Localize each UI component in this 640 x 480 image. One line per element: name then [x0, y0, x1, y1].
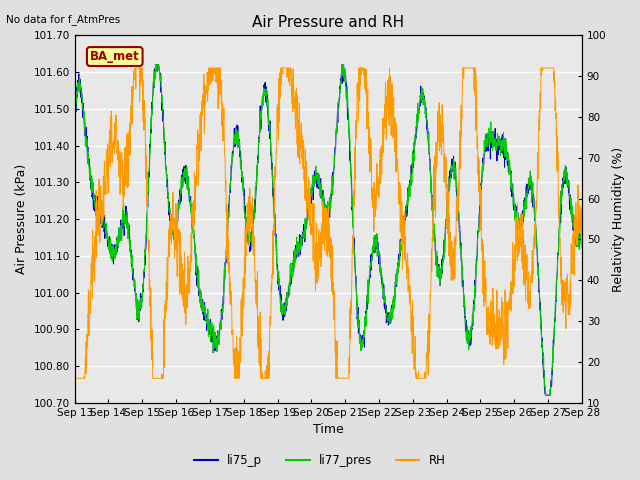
Y-axis label: Air Pressure (kPa): Air Pressure (kPa) — [15, 164, 28, 274]
Y-axis label: Relativity Humidity (%): Relativity Humidity (%) — [612, 146, 625, 292]
Title: Air Pressure and RH: Air Pressure and RH — [252, 15, 404, 30]
Text: No data for f_AtmPres: No data for f_AtmPres — [6, 14, 121, 25]
Text: BA_met: BA_met — [90, 50, 140, 63]
X-axis label: Time: Time — [313, 423, 344, 436]
Legend: li75_p, li77_pres, RH: li75_p, li77_pres, RH — [189, 449, 451, 472]
